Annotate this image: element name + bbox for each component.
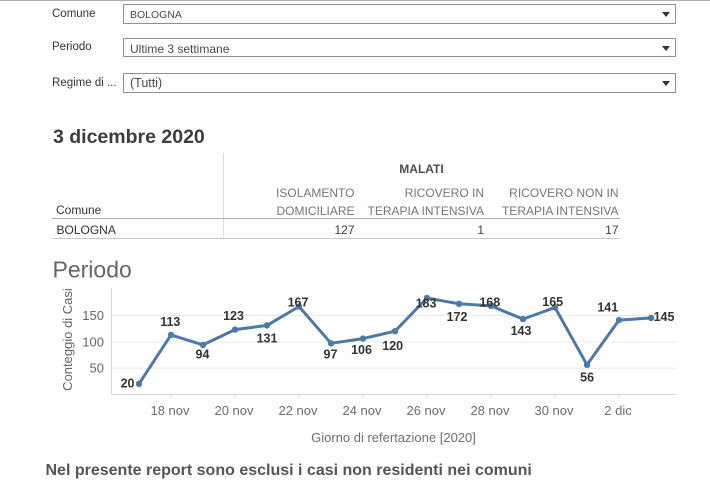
- svg-text:20: 20: [121, 377, 135, 391]
- svg-text:2 dic: 2 dic: [604, 403, 632, 418]
- svg-text:50: 50: [90, 361, 104, 376]
- svg-text:120: 120: [382, 339, 403, 353]
- svg-text:24 nov: 24 nov: [342, 403, 382, 418]
- svg-text:Conteggio di Casi: Conteggio di Casi: [60, 288, 75, 391]
- svg-text:172: 172: [447, 310, 468, 324]
- svg-text:141: 141: [597, 301, 618, 315]
- svg-text:168: 168: [479, 296, 500, 310]
- svg-text:94: 94: [196, 348, 210, 362]
- svg-text:113: 113: [160, 315, 180, 329]
- svg-text:Periodo: Periodo: [53, 257, 132, 283]
- svg-text:Giorno di refertazione [2020]: Giorno di refertazione [2020]: [311, 430, 476, 445]
- svg-text:145: 145: [654, 310, 675, 324]
- svg-text:131: 131: [257, 332, 278, 346]
- svg-text:28 nov: 28 nov: [470, 403, 510, 418]
- svg-text:150: 150: [82, 308, 104, 323]
- svg-text:143: 143: [511, 324, 532, 338]
- svg-text:22 nov: 22 nov: [278, 403, 318, 418]
- svg-text:30 nov: 30 nov: [534, 403, 574, 418]
- svg-text:18 nov: 18 nov: [150, 403, 190, 418]
- svg-text:167: 167: [288, 296, 309, 310]
- svg-text:165: 165: [542, 295, 563, 309]
- svg-text:20 nov: 20 nov: [214, 403, 254, 418]
- svg-text:56: 56: [580, 371, 594, 385]
- svg-text:100: 100: [82, 335, 104, 350]
- svg-text:123: 123: [223, 309, 244, 323]
- svg-text:97: 97: [324, 348, 338, 362]
- svg-text:106: 106: [351, 343, 372, 357]
- svg-text:183: 183: [416, 297, 437, 311]
- svg-text:26 nov: 26 nov: [406, 403, 446, 418]
